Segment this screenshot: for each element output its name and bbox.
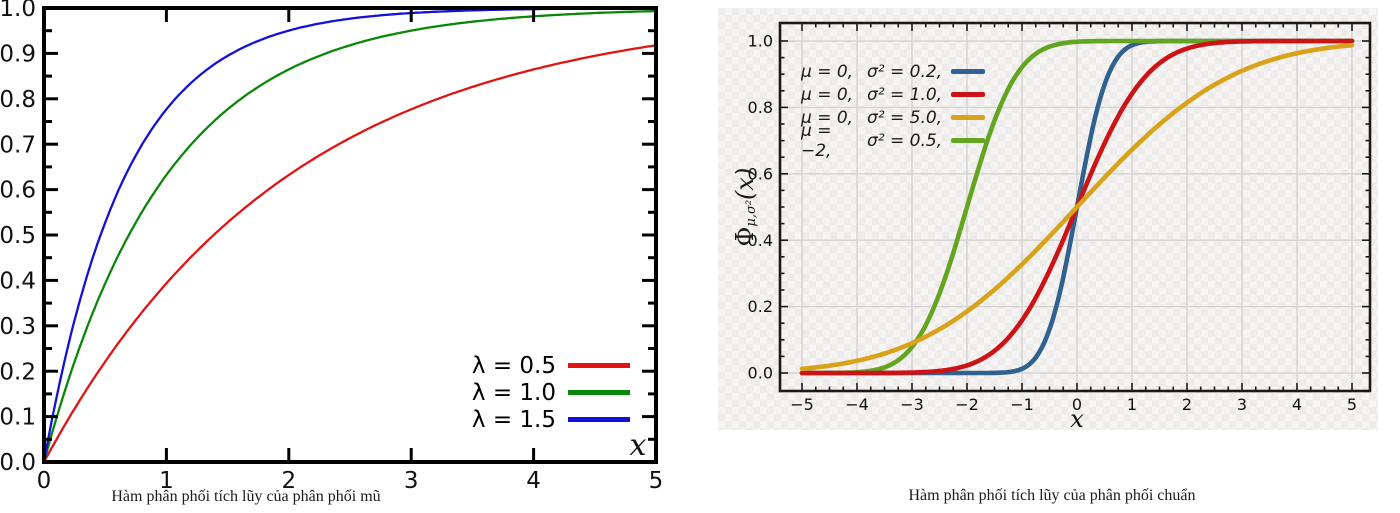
legend-label: λ = 1.5 [471,406,556,433]
exponential-legend: λ = 0.5 λ = 1.0 λ = 1.5 [438,352,630,433]
legend-item-lambda-1.0: λ = 1.0 [438,379,630,406]
x-tick-label: 0 [37,468,52,494]
y-tick-label: 0.0 [0,450,36,476]
exponential-cdf-curve-0 [42,44,658,464]
x-tick-label: −1 [1010,395,1034,414]
exponential-cdf-curve-1 [42,9,658,464]
x-tick-label: 3 [1237,395,1247,414]
phi-symbol: Φ [731,226,759,247]
y-tick-label: 0.6 [748,164,773,183]
x-tick-label: 5 [649,468,664,494]
y-tick-label: 1.0 [748,32,773,51]
legend-item-lambda-1.5: λ = 1.5 [438,406,630,433]
x-tick-label: 2 [281,468,296,494]
y-tick-label: 0.8 [748,98,773,117]
y-tick-label: 0.4 [0,268,36,294]
normal-legend: μ = 0, σ² = 0.2, μ = 0, σ² = 1.0, μ = 0,… [801,60,985,161]
x-tick-label: 1 [1127,395,1137,414]
y-tick-label: 1.0 [0,0,36,22]
y-tick-label: 0.7 [0,132,36,158]
legend-mu-label: μ = 0, [801,61,854,82]
exponential-cdf-plot: 0 1 2 3 4 5 0.0 0.1 0.2 0.3 0.4 0.5 0.6 0.7 0.8 0.9 1.0 x [0,0,663,494]
y-tick-label: 0.3 [0,314,36,340]
exponential-caption: Hàm phân phối tích lũy của phân phối mũ [111,488,381,505]
normal-caption: Hàm phân phối tích lũy của phân phối chu… [908,487,1196,504]
y-tick-label: 0.4 [748,231,773,250]
x-tick-label: 2 [1182,395,1192,414]
legend-sigma-label: σ² = 0.5, [867,130,943,151]
legend-label: λ = 0.5 [471,352,556,379]
phi-argument: (x) [731,167,759,200]
x-tick-label: 1 [159,468,174,494]
x-tick-label: 5 [1347,395,1357,414]
legend-line-swatch [951,138,985,143]
legend-item-sigma2-0.2: μ = 0, σ² = 0.2, [801,60,985,83]
legend-item-mu-minus2: μ = −2, σ² = 0.5, [801,121,985,161]
legend-sigma-label: σ² = 1.0, [867,84,943,105]
y-tick-label: 0.5 [0,223,36,249]
normal-cdf-panel-background [718,8,1378,430]
legend-item-sigma2-1.0: μ = 0, σ² = 1.0, [801,83,985,106]
y-tick-label: 0.6 [0,178,36,204]
phi-subscript: μ,σ² [743,199,759,227]
legend-line-swatch [951,115,985,120]
x-axis-letter: x [1070,405,1084,433]
legend-line-swatch [568,417,630,422]
legend-mu-label: μ = 0, [801,107,854,128]
legend-label: λ = 1.0 [471,379,556,406]
x-tick-label: −5 [790,395,814,414]
legend-sigma-label: σ² = 5.0, [867,107,943,128]
x-tick-label: 4 [526,468,541,494]
y-tick-label: 0.1 [0,405,36,431]
legend-mu-label: μ = 0, [801,84,854,105]
legend-line-swatch [951,69,985,74]
x-tick-label: 3 [404,468,419,494]
x-axis-letter: x [630,428,647,463]
legend-sigma-label: σ² = 0.2, [867,61,943,82]
x-tick-label: −4 [845,395,869,414]
y-tick-label: 0.0 [748,364,773,383]
legend-line-swatch [951,92,985,97]
x-tick-label: −3 [900,395,924,414]
legend-mu-label: μ = −2, [801,120,832,161]
legend-line-swatch [568,363,630,368]
y-tick-label: 0.9 [0,41,36,67]
x-tick-label: 0 [1072,395,1082,414]
y-tick-label: 0.2 [0,359,36,385]
legend-item-sigma2-5.0: μ = 0, σ² = 5.0, [801,106,985,129]
x-tick-label: −2 [955,395,979,414]
normal-cdf-plot: −5 −4 −3 −2 −1 0 1 2 3 4 5 0.0 0.2 0.4 0.6 0.8 1.0 x [748,21,1372,433]
x-tick-label: 4 [1292,395,1302,414]
normal-cdf-curve-2 [799,42,1355,372]
legend-line-swatch [568,390,630,395]
y-tick-label: 0.2 [748,297,773,316]
y-tick-label: 0.8 [0,87,36,113]
legend-item-lambda-0.5: λ = 0.5 [438,352,630,379]
